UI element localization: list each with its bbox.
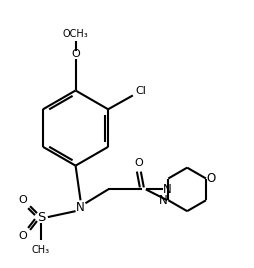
Text: N: N — [159, 194, 168, 207]
Text: O: O — [135, 158, 143, 168]
Text: O: O — [206, 172, 216, 185]
Text: O: O — [19, 195, 27, 205]
Text: Cl: Cl — [135, 87, 146, 96]
Text: O: O — [19, 231, 27, 241]
Text: S: S — [37, 211, 45, 224]
Text: N: N — [76, 201, 85, 214]
Text: CH₃: CH₃ — [32, 245, 50, 255]
Text: OCH₃: OCH₃ — [63, 29, 88, 39]
Text: N: N — [163, 183, 172, 196]
Text: O: O — [71, 49, 80, 59]
